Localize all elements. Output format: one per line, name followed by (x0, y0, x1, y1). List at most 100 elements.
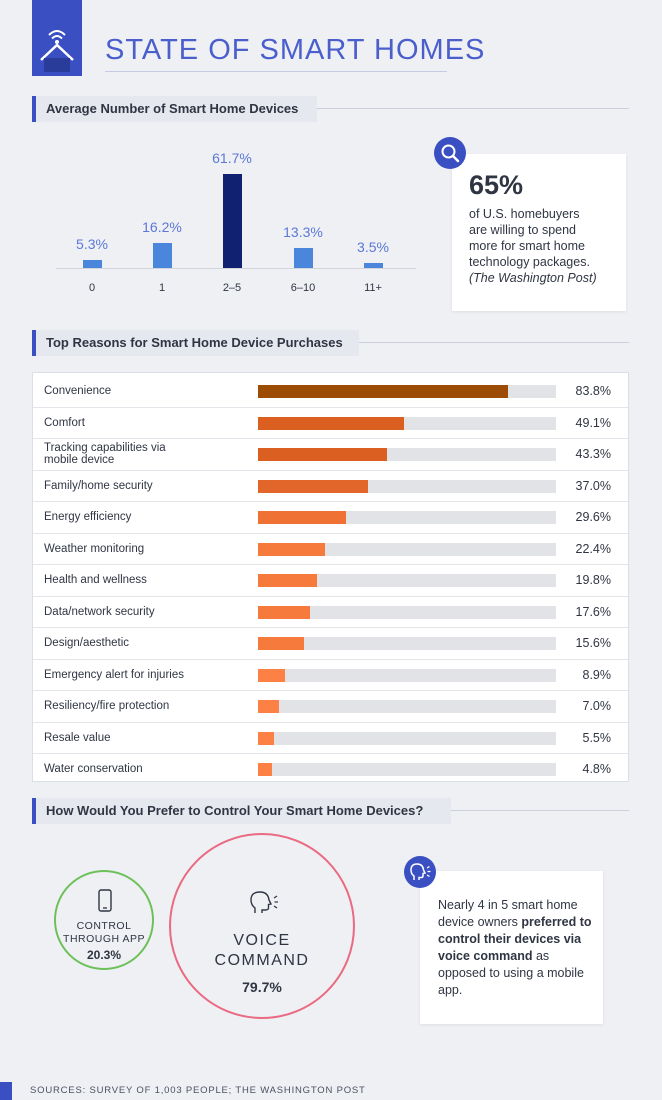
reason-label: Energy efficiency (44, 511, 132, 523)
stat-description: of U.S. homebuyers are willing to spend … (469, 206, 624, 286)
reason-row: Emergency alert for injuries 8.9% (33, 660, 628, 691)
reason-bar (258, 574, 317, 587)
app-control-circle: CONTROL THROUGH APP 20.3% (54, 870, 154, 970)
reason-bar-track (258, 637, 556, 650)
reason-label: Convenience (44, 385, 112, 397)
reason-value: 29.6% (575, 510, 611, 524)
reason-value: 4.8% (582, 762, 612, 776)
stat-line: are willing to spend (469, 223, 577, 237)
reason-row: Convenience 83.8% (33, 376, 628, 408)
reason-row: Tracking capabilities via mobile device 4… (33, 439, 628, 471)
reason-bar-track (258, 511, 556, 524)
reason-bar (258, 416, 405, 430)
voice-label-2: COMMAND (214, 952, 310, 969)
reason-bar (258, 542, 325, 556)
reason-value: 15.6% (575, 636, 611, 650)
reason-row: Design/aesthetic 15.6% (33, 628, 628, 660)
reason-label: Family/home security (44, 479, 153, 492)
reason-row: Water conservation 4.8% (33, 754, 628, 786)
reason-row: Resale value 5.5% (33, 723, 628, 754)
reason-value: 37.0% (575, 478, 611, 493)
reason-value: 17.6% (575, 604, 611, 619)
bar-category-label: 0 (88, 282, 96, 294)
reason-value: 19.8% (575, 573, 611, 587)
app-label-2: THROUGH APP (63, 933, 145, 945)
app-value: 20.3% (86, 948, 122, 962)
reason-row: Family/home security 37.0% (33, 471, 628, 502)
bar-value-label: 13.3% (283, 223, 323, 240)
sources: SOURCES: SURVEY OF 1,003 PEOPLE; THE WAS… (30, 1085, 366, 1096)
reason-row: Weather monitoring 22.4% (33, 534, 628, 565)
reason-label: Resale value (44, 731, 111, 744)
reason-value: 5.5% (582, 730, 612, 745)
bar-value-label: 16.2% (142, 219, 182, 236)
bar (222, 174, 242, 268)
callout-text-part: as opposed to using a mobile app. (438, 949, 584, 997)
reason-bar-track (258, 605, 556, 619)
bar-value-label: 3.5% (357, 238, 389, 255)
reason-bar (258, 605, 311, 619)
devices-section-heading: Average Number of Smart Home Devices (32, 96, 317, 122)
reason-bar-track (258, 385, 556, 398)
footer-accent (0, 1082, 12, 1100)
voice-value: 79.7% (242, 979, 282, 995)
reason-value: 43.3% (575, 447, 611, 461)
reason-bar (258, 511, 347, 524)
bar-category-label: 11+ (364, 282, 382, 294)
reason-label: Resiliency/fire protection (44, 700, 170, 712)
bar-category-label: 2–5 (222, 282, 242, 294)
stat-line: technology packages. (469, 255, 590, 269)
reason-bar (258, 479, 369, 493)
section-rule (317, 108, 629, 109)
reason-value: 22.4% (575, 541, 611, 556)
voice-head-icon (250, 891, 278, 913)
bar-value-label: 5.3% (76, 235, 108, 252)
reason-label: Weather monitoring (44, 542, 145, 555)
reason-label: Emergency alert for injuries (44, 668, 184, 681)
reason-bar (258, 700, 279, 713)
reason-bar-track (258, 668, 556, 682)
stat-source: (The Washington Post) (469, 271, 597, 285)
reason-label: Design/aesthetic (44, 637, 130, 649)
voice-callout-text: Nearly 4 in 5 smart home device owners p… (438, 897, 598, 999)
reason-bar (258, 731, 275, 745)
bar (293, 247, 313, 268)
reason-bar-track (258, 574, 556, 587)
reason-value: 49.1% (575, 415, 611, 430)
reasons-bar-chart: Convenience 83.8% Comfort 49.1% Tracking cap… (32, 372, 629, 782)
reason-label: Tracking capabilities via mobile device (44, 442, 166, 466)
reason-row: Health and wellness 19.8% (33, 565, 628, 597)
reason-label: Comfort (44, 416, 85, 429)
bar-category-label: 1 (158, 282, 166, 294)
reason-label: Data/network security (44, 605, 155, 618)
reason-bar-track (258, 479, 556, 493)
reason-row: Resiliency/fire protection 7.0% (33, 691, 628, 723)
reason-label: Water conservation (44, 763, 143, 775)
speaking-head-icon (410, 863, 431, 880)
reason-bar-track (258, 416, 556, 430)
reason-bar-track (258, 448, 556, 461)
stat-callout: 65% of U.S. homebuyers are willing to sp… (452, 154, 626, 311)
bar-category-label: 6–10 (290, 282, 316, 294)
reason-bar-track (258, 763, 556, 776)
control-section-heading: How Would You Prefer to Control Your Sma… (32, 798, 451, 824)
smartphone-icon (98, 889, 112, 912)
smart-home-wifi-icon (40, 30, 74, 72)
bar (82, 259, 102, 268)
reason-bar-track (258, 700, 556, 713)
reason-bar (258, 385, 508, 398)
callout-text-part: Nearly 4 in 5 smart home device owners (438, 898, 578, 929)
search-icon-badge (434, 137, 466, 169)
reason-bar (258, 668, 285, 682)
stat-line: of U.S. homebuyers (469, 207, 580, 221)
reason-bar (258, 763, 273, 776)
app-label-1: CONTROL (76, 920, 132, 932)
reason-bar (258, 448, 388, 461)
search-icon (441, 144, 460, 163)
reasons-section-heading: Top Reasons for Smart Home Device Purcha… (32, 330, 359, 356)
bar (363, 262, 383, 268)
speaking-head-badge (404, 856, 436, 888)
reason-bar (258, 637, 305, 650)
chart-baseline (56, 268, 416, 269)
voice-label-1: VOICE (233, 932, 291, 949)
